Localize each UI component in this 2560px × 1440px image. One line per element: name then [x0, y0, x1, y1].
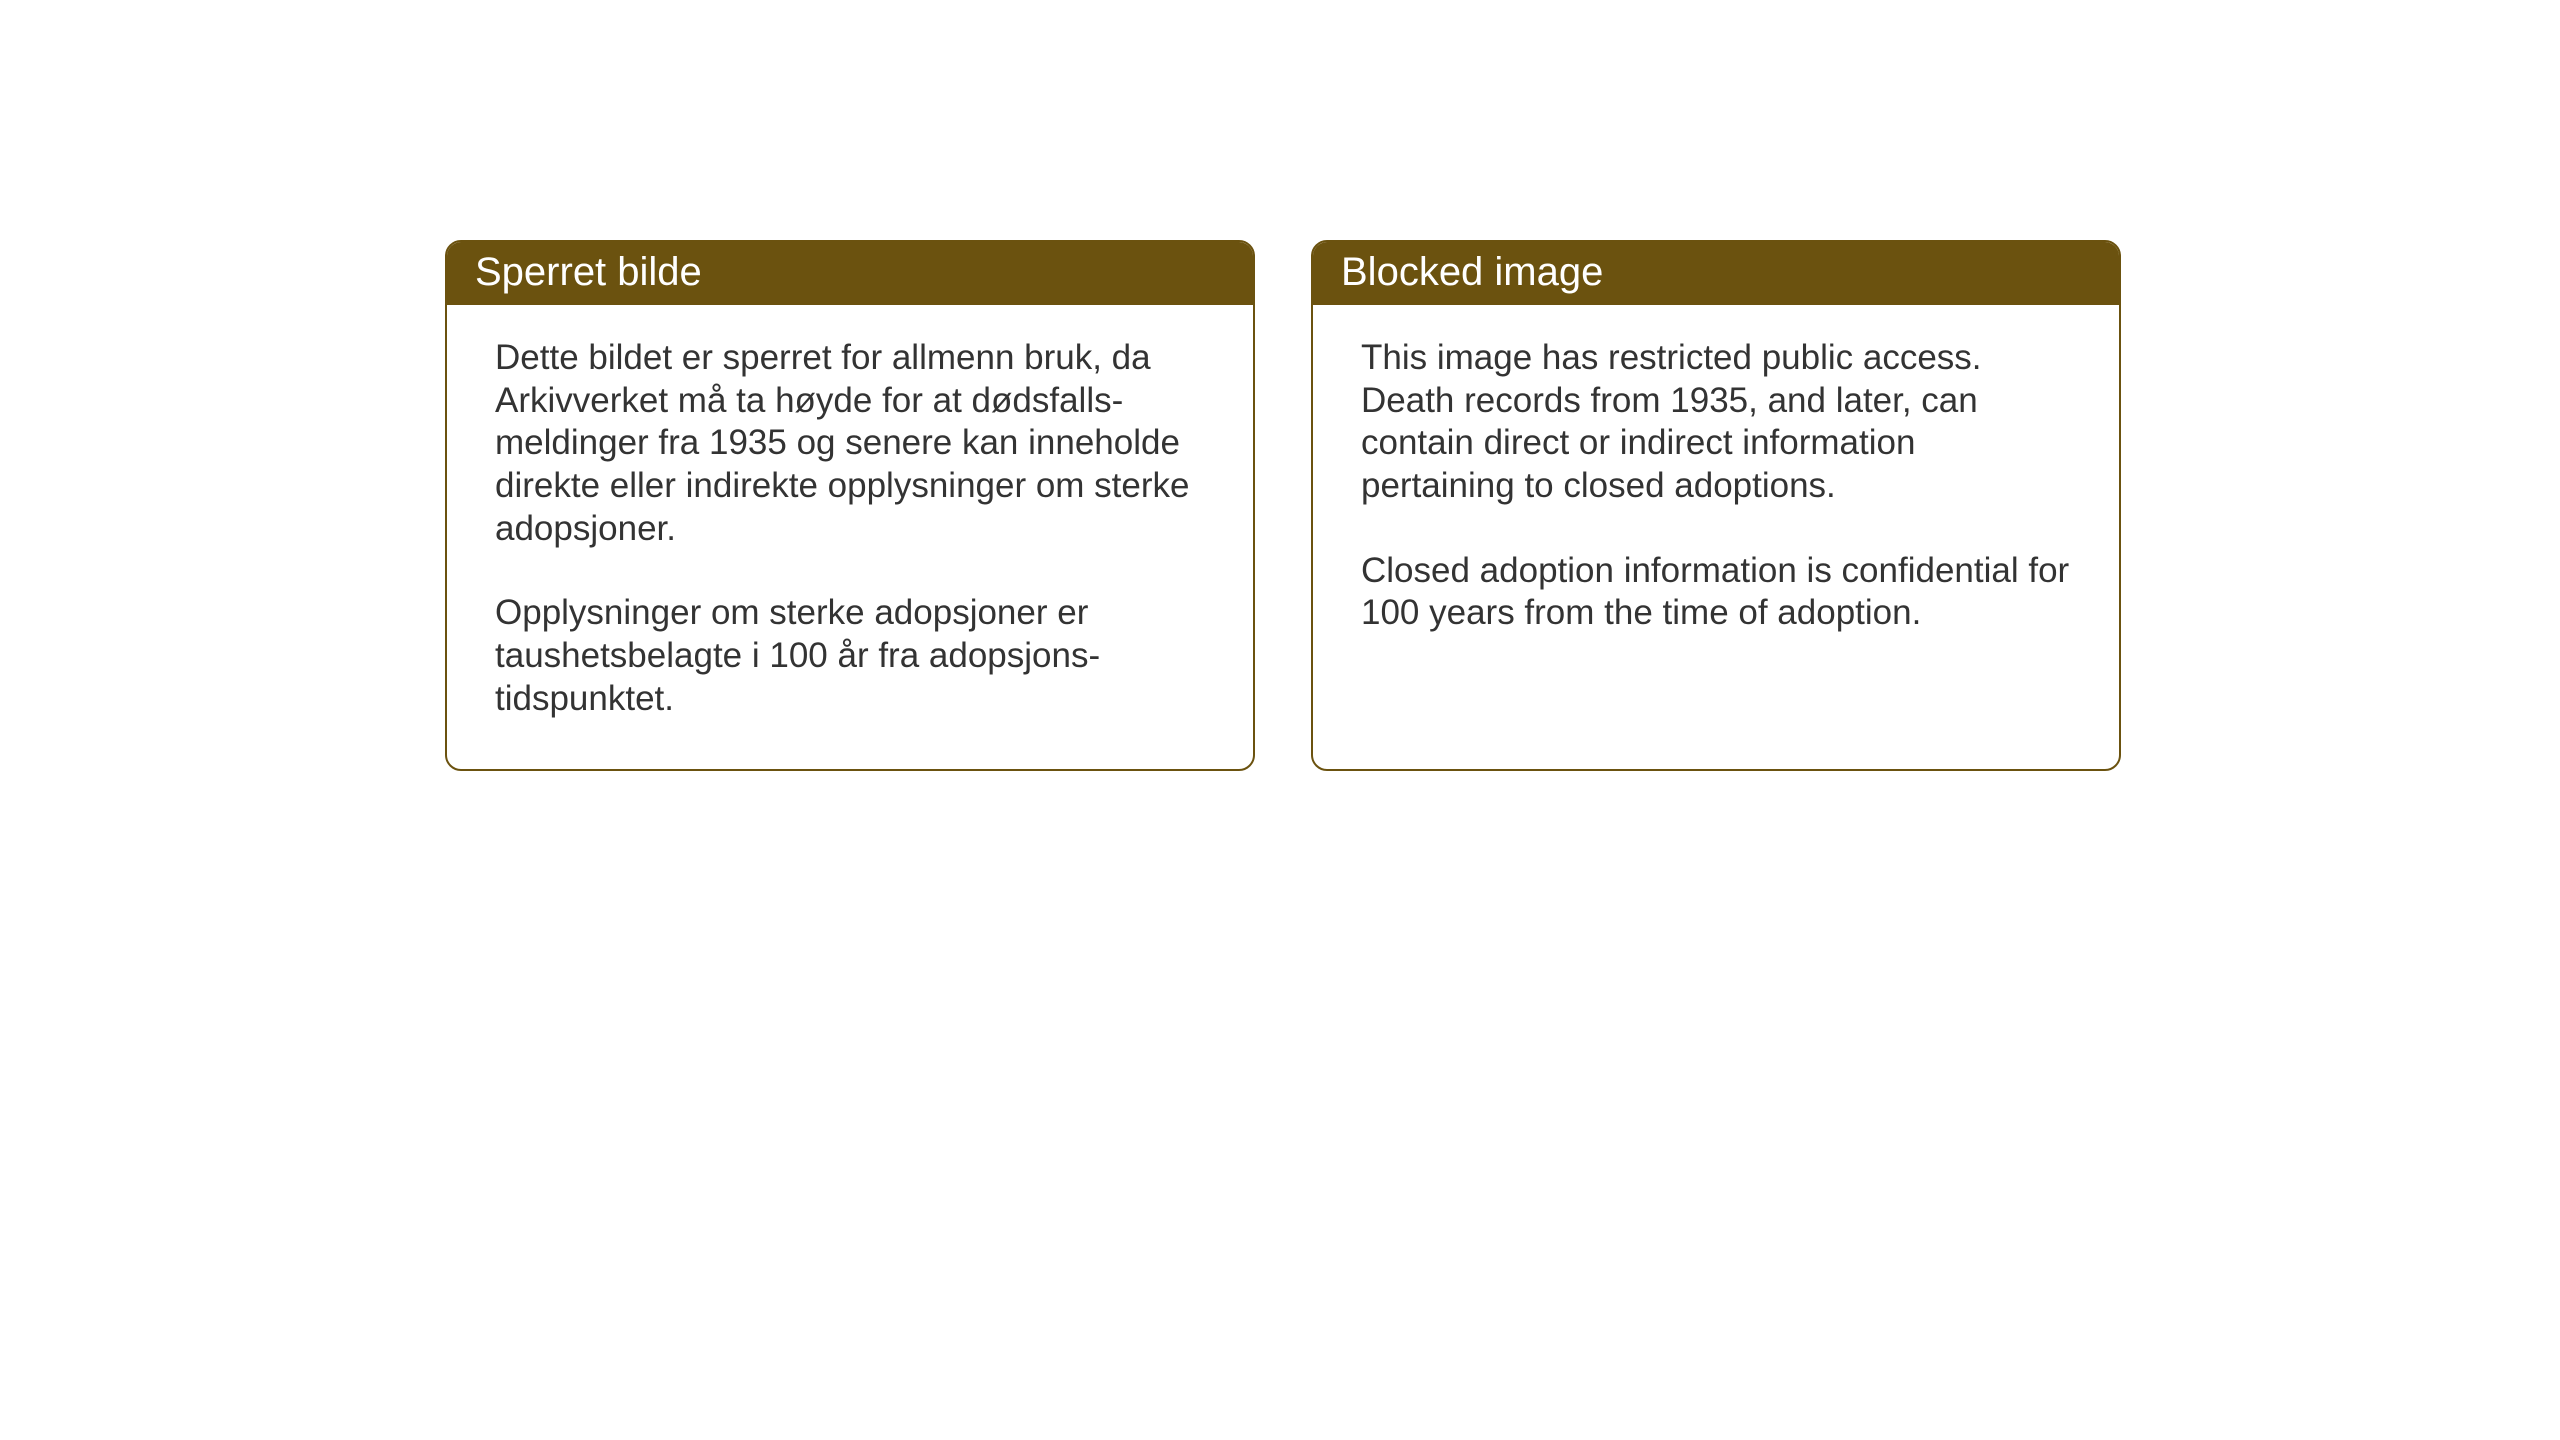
- notice-title-english: Blocked image: [1341, 250, 1603, 294]
- notice-box-norwegian: Sperret bilde Dette bildet er sperret fo…: [445, 240, 1255, 771]
- notice-paragraph-1-norwegian: Dette bildet er sperret for allmenn bruk…: [495, 337, 1205, 550]
- notice-paragraph-1-english: This image has restricted public access.…: [1361, 337, 2071, 508]
- notice-header-english: Blocked image: [1313, 242, 2119, 305]
- notice-header-norwegian: Sperret bilde: [447, 242, 1253, 305]
- notice-title-norwegian: Sperret bilde: [475, 250, 702, 294]
- notice-body-norwegian: Dette bildet er sperret for allmenn bruk…: [447, 305, 1253, 769]
- notice-paragraph-2-english: Closed adoption information is confident…: [1361, 550, 2071, 635]
- notice-body-english: This image has restricted public access.…: [1313, 305, 2119, 733]
- notices-container: Sperret bilde Dette bildet er sperret fo…: [445, 240, 2121, 771]
- notice-paragraph-2-norwegian: Opplysninger om sterke adopsjoner er tau…: [495, 592, 1205, 720]
- notice-box-english: Blocked image This image has restricted …: [1311, 240, 2121, 771]
